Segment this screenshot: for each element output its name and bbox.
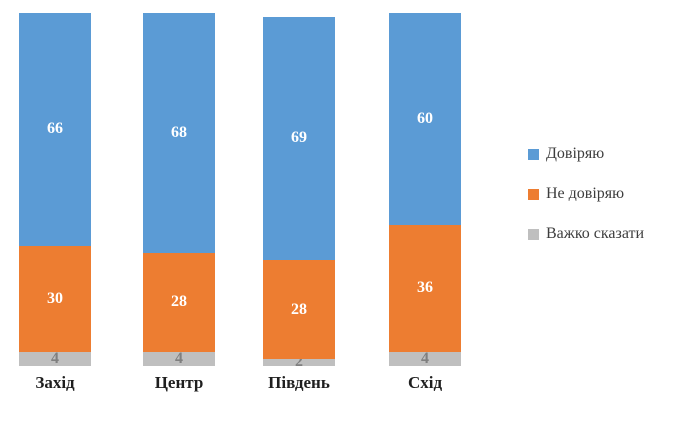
legend-item-trust: Довіряю bbox=[528, 145, 644, 162]
value-label: 60 bbox=[417, 109, 433, 127]
bar-segment-trust: 69 bbox=[263, 16, 335, 261]
bar-segment-hard-to-say: 2 bbox=[263, 354, 335, 370]
legend-swatch-trust bbox=[528, 148, 539, 160]
bar-segment-hard-to-say: 4 bbox=[143, 349, 215, 367]
value-label: 30 bbox=[47, 289, 63, 307]
category-label: Центр bbox=[154, 373, 204, 392]
legend-swatch-hard-to-say bbox=[528, 228, 539, 240]
legend-label-hard-to-say: Важко сказати bbox=[546, 225, 645, 242]
bar-segment-hard-to-say: 4 bbox=[389, 349, 461, 367]
bar-segment-hard-to-say: 4 bbox=[19, 349, 91, 367]
bar-segment-trust: 66 bbox=[19, 13, 91, 246]
legend-label-no-trust: Не довіряю bbox=[546, 185, 625, 202]
category-label: Південь bbox=[268, 373, 330, 392]
bar-segment-no-trust: 30 bbox=[19, 245, 91, 352]
bar-segment-no-trust: 28 bbox=[143, 253, 215, 352]
value-label: 28 bbox=[291, 300, 307, 318]
category-label: Захід bbox=[35, 373, 75, 392]
legend-item-no-trust: Не довіряю bbox=[528, 185, 644, 202]
value-label: 69 bbox=[291, 129, 307, 147]
legend-swatch-no-trust bbox=[528, 188, 539, 200]
value-label: 68 bbox=[171, 124, 187, 142]
category-label: Схід bbox=[407, 373, 443, 392]
legend-label-trust: Довіряю bbox=[546, 145, 605, 162]
plot-area: 4 30 66 Захід 4 28 68 Центр 2 28 69 Південь 4 36 60 Схі… bbox=[19, 13, 461, 392]
value-label: 4 bbox=[175, 349, 183, 367]
value-label: 36 bbox=[417, 279, 433, 297]
value-label: 2 bbox=[295, 353, 303, 371]
value-label: 4 bbox=[421, 349, 429, 367]
value-label: 28 bbox=[171, 293, 187, 311]
bar-segment-no-trust: 36 bbox=[389, 224, 461, 352]
value-label: 66 bbox=[47, 120, 63, 138]
value-label: 4 bbox=[51, 349, 59, 367]
bar-segment-no-trust: 28 bbox=[263, 260, 335, 359]
legend-item-hard-to-say: Важко сказати bbox=[528, 225, 645, 242]
bar-segment-trust: 68 bbox=[143, 13, 215, 254]
bar-segment-trust: 60 bbox=[389, 13, 461, 225]
legend: Довіряю Не довіряю Важко сказати bbox=[528, 145, 645, 266]
